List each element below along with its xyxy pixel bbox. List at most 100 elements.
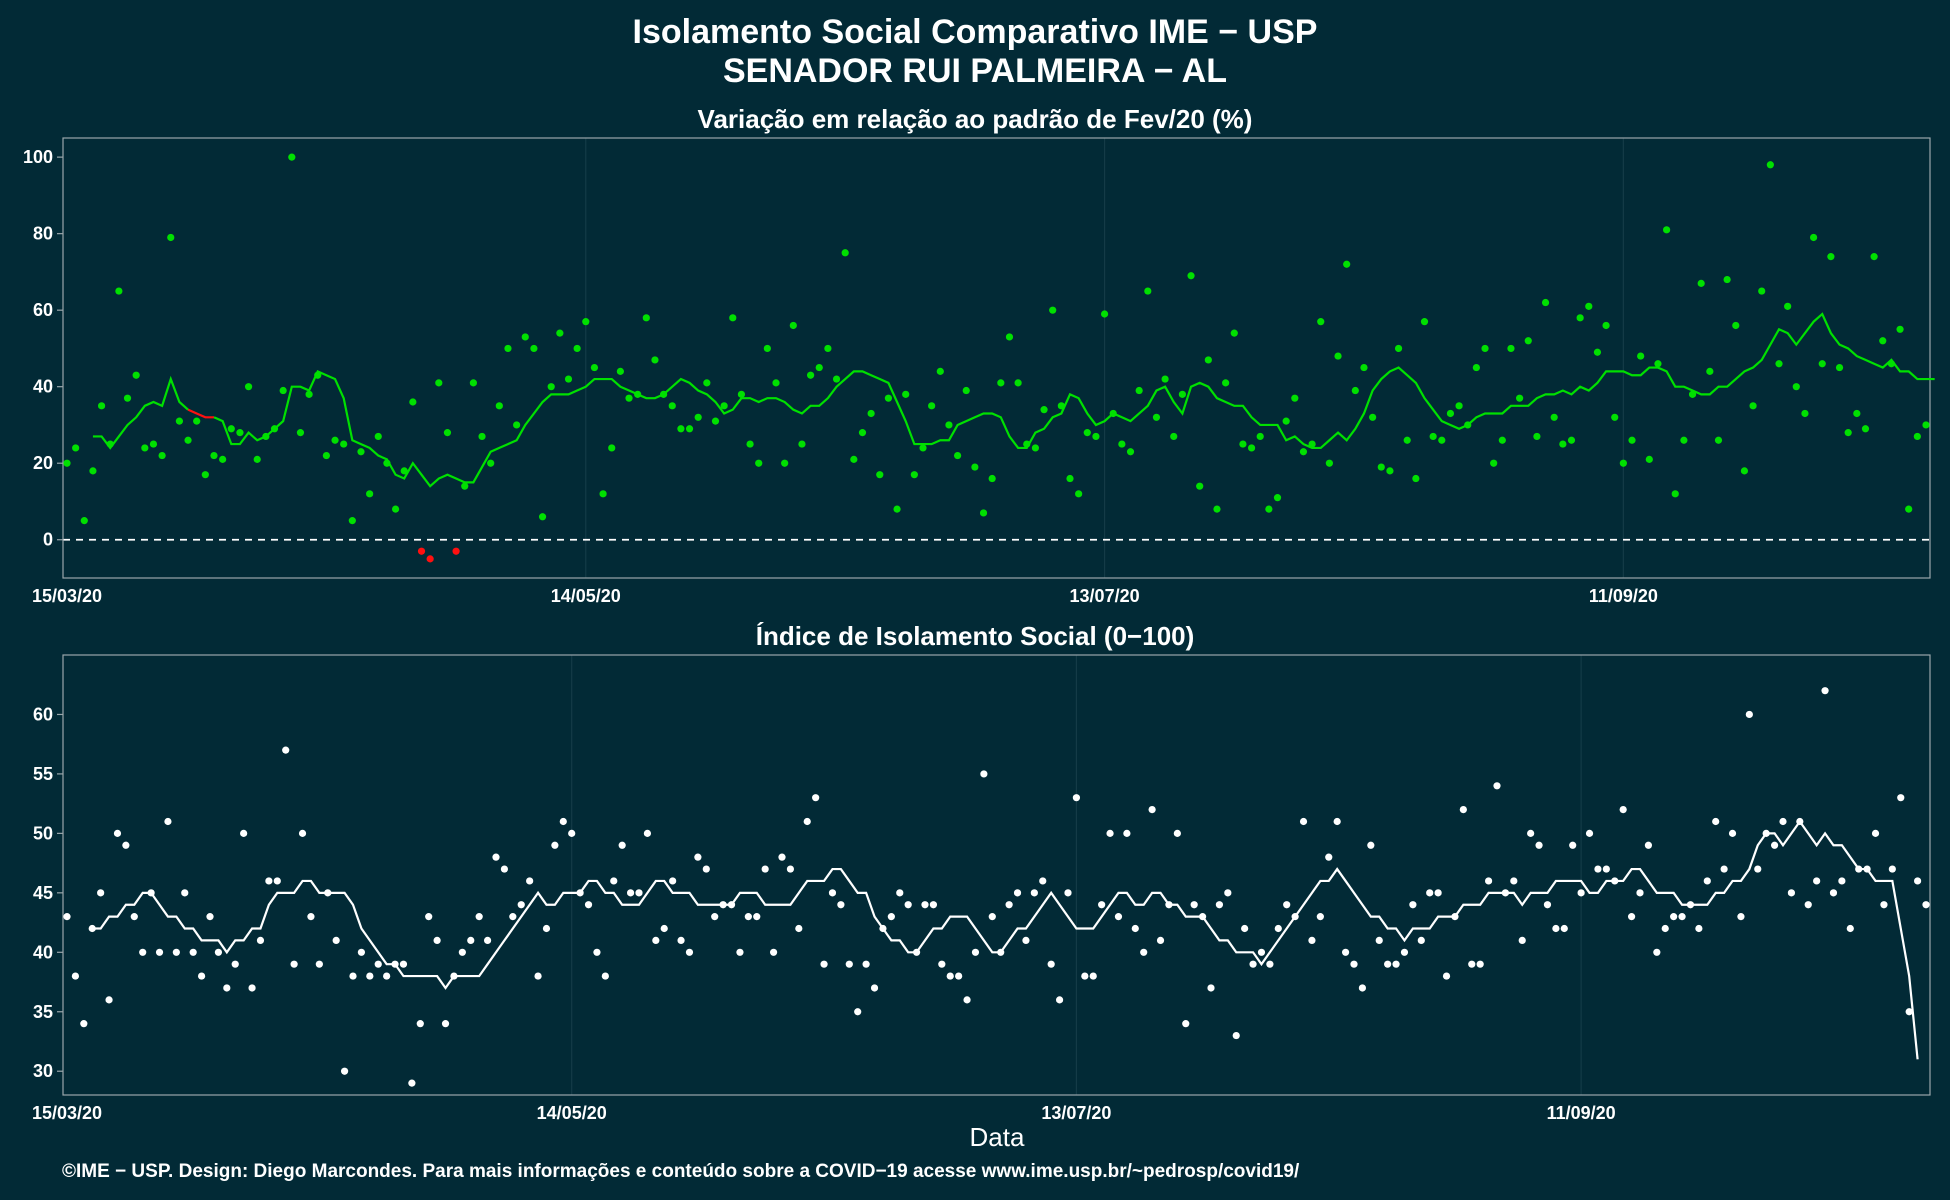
data-point [1403, 436, 1411, 444]
data-point [1013, 889, 1022, 897]
data-point [1394, 344, 1403, 353]
data-point [1516, 394, 1524, 402]
data-point [1644, 841, 1653, 849]
data-point [253, 455, 261, 463]
data-point [1714, 436, 1723, 444]
data-point [1745, 710, 1753, 719]
data-point [1367, 841, 1375, 849]
data-point [1697, 279, 1705, 287]
data-point [1114, 913, 1123, 921]
data-point [1671, 490, 1679, 498]
data-point [1818, 360, 1826, 368]
data-point [772, 379, 780, 387]
data-point [357, 948, 366, 956]
data-point [184, 436, 192, 444]
data-point [590, 363, 599, 372]
data-point [1459, 805, 1467, 814]
data-point [870, 984, 879, 992]
y-tick-label: 60 [33, 300, 53, 320]
data-point [1222, 379, 1230, 387]
data-point [763, 344, 771, 353]
data-point [1861, 425, 1870, 433]
y-tick-label: 100 [23, 147, 53, 167]
data-point [1434, 889, 1442, 897]
data-point [1762, 829, 1770, 837]
data-point [1140, 948, 1148, 956]
data-point [1863, 865, 1871, 873]
data-point [789, 321, 797, 330]
data-point [1075, 490, 1083, 498]
data-point [433, 936, 441, 945]
data-point [1173, 829, 1181, 837]
top-panel-plot: 15/03/20 14/05/20 13/07/20 11/09/20 0 20 40 60 8… [23, 137, 1935, 606]
data-point [1784, 302, 1792, 310]
data-point [1207, 984, 1215, 992]
data-point [1152, 413, 1161, 421]
data-point [798, 440, 806, 448]
data-point [416, 1020, 424, 1028]
data-point [1098, 901, 1106, 909]
data-point [172, 948, 180, 956]
data-point [551, 841, 559, 849]
data-point [132, 371, 140, 379]
data-point [189, 948, 197, 956]
data-point [608, 444, 616, 452]
data-point [1047, 960, 1055, 968]
data-point [115, 287, 123, 295]
data-point [366, 490, 374, 498]
data-point [105, 996, 113, 1004]
data-point [1100, 310, 1109, 318]
data-point [1723, 275, 1731, 284]
data-point [1501, 889, 1510, 897]
data-point [1507, 344, 1515, 353]
data-point [1853, 409, 1861, 418]
data-point [1792, 383, 1800, 391]
data-point [1796, 817, 1804, 826]
data-point [812, 794, 820, 802]
data-point [1341, 948, 1350, 956]
data-point [400, 467, 408, 475]
data-point [1081, 972, 1089, 980]
y-tick-label: 20 [33, 453, 53, 473]
data-point [534, 972, 542, 980]
data-point [1535, 841, 1543, 849]
data-point [1040, 406, 1048, 414]
data-point [971, 463, 979, 471]
data-point [1265, 505, 1273, 513]
data-point [1358, 984, 1367, 992]
y-tick-label: 35 [33, 1002, 53, 1022]
data-point [305, 390, 313, 398]
data-point [322, 451, 330, 460]
data-point [755, 459, 763, 467]
data-point [526, 877, 534, 885]
data-point [248, 984, 256, 992]
data-point [72, 444, 80, 452]
data-point [1905, 1008, 1913, 1016]
data-point [635, 889, 643, 897]
data-point [685, 948, 694, 956]
data-point [231, 960, 239, 968]
data-point [1282, 417, 1290, 425]
data-point [80, 1020, 88, 1028]
data-point [71, 972, 80, 980]
data-point [1106, 829, 1114, 837]
data-point [89, 467, 97, 475]
data-point [158, 451, 166, 460]
data-point [1835, 363, 1844, 372]
data-point [1360, 363, 1368, 372]
data-point [719, 901, 727, 909]
data-point [841, 249, 849, 257]
data-point [997, 948, 1005, 956]
data-point [1695, 924, 1703, 933]
data-point [1165, 901, 1173, 909]
data-point [1224, 889, 1232, 897]
data-point [584, 901, 593, 909]
data-point [703, 379, 711, 387]
data-point [458, 948, 466, 956]
data-point [1619, 459, 1627, 467]
data-point [1787, 889, 1796, 897]
data-point [618, 841, 626, 849]
data-point [425, 913, 433, 921]
data-point [1291, 394, 1299, 402]
data-point [1880, 901, 1888, 909]
